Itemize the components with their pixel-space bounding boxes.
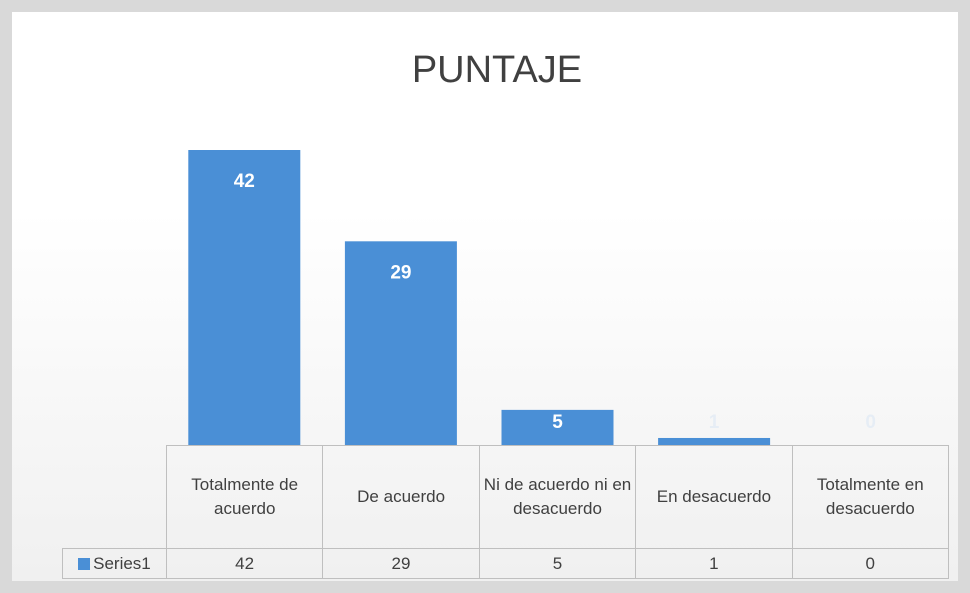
chart-area [12, 12, 958, 581]
data-label: 5 [552, 412, 563, 433]
bar [658, 437, 771, 445]
table-value: 0 [792, 549, 949, 579]
data-label: 0 [865, 412, 876, 433]
table-value: 42 [166, 549, 324, 579]
category-label: De acuerdo [323, 446, 480, 549]
data-label: 42 [234, 171, 255, 192]
table-value: 1 [636, 549, 793, 579]
legend-label: Series1 [93, 553, 151, 573]
data-label: 29 [390, 262, 411, 283]
chart-title: PUNTAJE [412, 49, 582, 91]
bar [188, 150, 301, 445]
bar [344, 241, 457, 445]
data-label: 1 [709, 412, 720, 433]
legend-key [78, 557, 91, 570]
legend-cell: Series1 [63, 549, 167, 579]
table-value: 29 [323, 549, 480, 579]
category-label: Ni de acuerdo ni en desacuerdo [479, 446, 637, 549]
category-label: Totalmente de acuerdo [167, 446, 324, 549]
data-table-categories: Totalmente de acuerdo De acuerdo Ni de acu… [166, 445, 950, 549]
table-value: 5 [479, 549, 637, 579]
data-table-values: Series1 42 29 5 1 0 [62, 548, 949, 579]
bar [501, 409, 614, 445]
category-label: En desacuerdo [636, 446, 793, 549]
category-label: Totalmente en desacuerdo [792, 446, 950, 549]
